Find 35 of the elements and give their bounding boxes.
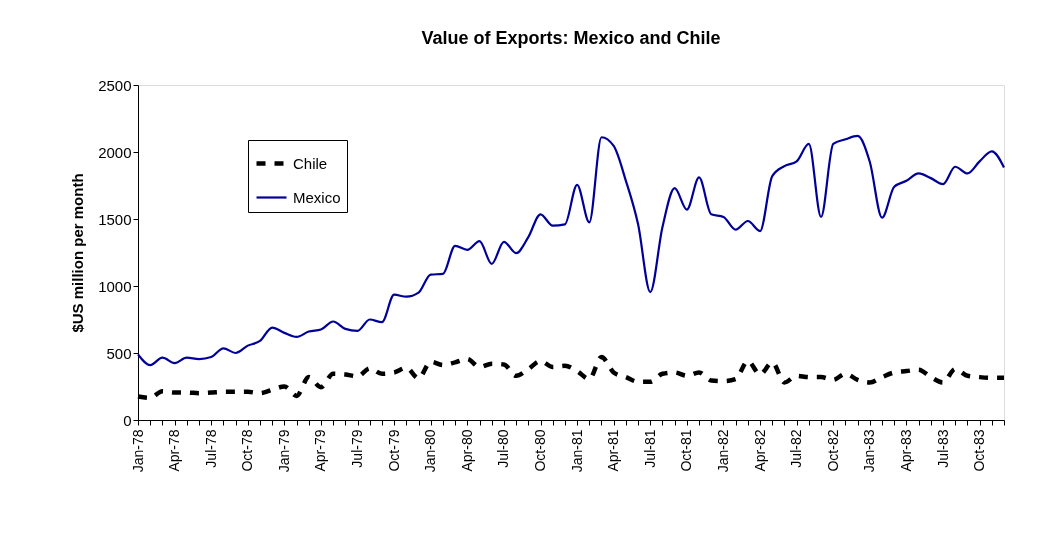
x-tick-label: Oct-83 — [971, 429, 988, 472]
legend-label: Mexico — [293, 188, 341, 206]
x-tick-label: Jan-78 — [129, 429, 146, 473]
x-tick-label: Oct-78 — [239, 429, 256, 472]
chart-title: Value of Exports: Mexico and Chile — [421, 28, 721, 48]
x-tick-label: Jan-79 — [275, 429, 292, 473]
x-tick-label: Jul-78 — [202, 429, 219, 468]
x-tick-label: Jul-83 — [934, 429, 951, 468]
y-tick-label: 1500 — [98, 210, 132, 228]
y-tick-label: 0 — [123, 411, 132, 429]
x-tick-label: Jul-81 — [641, 429, 658, 468]
x-tick-label: Oct-79 — [385, 429, 402, 472]
x-tick-label: Apr-79 — [312, 429, 329, 472]
x-tick-label: Jan-82 — [714, 429, 731, 473]
y-tick-label: 1000 — [98, 277, 132, 295]
x-tick-label: Apr-81 — [605, 429, 622, 472]
line-series — [136, 134, 1006, 367]
x-tick-label: Jan-83 — [861, 429, 878, 473]
x-tick-label: Oct-80 — [532, 429, 549, 472]
x-tick-label: Oct-82 — [824, 429, 841, 472]
x-tick-label: Oct-81 — [678, 429, 695, 472]
x-tick-label: Jul-82 — [788, 429, 805, 468]
x-tick-label: Apr-80 — [458, 429, 475, 472]
y-tick-label: 500 — [106, 344, 132, 362]
x-tick-label: Jan-80 — [422, 429, 439, 473]
y-axis-title: $US million per month — [69, 173, 87, 333]
x-tick-label: Jul-79 — [349, 429, 366, 468]
x-tick-label: Apr-83 — [897, 429, 914, 472]
legend-label: Chile — [293, 154, 328, 172]
x-tick-label: Jan-81 — [568, 429, 585, 473]
x-tick-label: Apr-78 — [166, 429, 183, 472]
y-tick-label: 2000 — [98, 143, 132, 161]
x-tick-label: Jul-80 — [495, 429, 512, 468]
y-tick-label: 2500 — [98, 76, 132, 94]
x-tick-label: Apr-82 — [751, 429, 768, 472]
